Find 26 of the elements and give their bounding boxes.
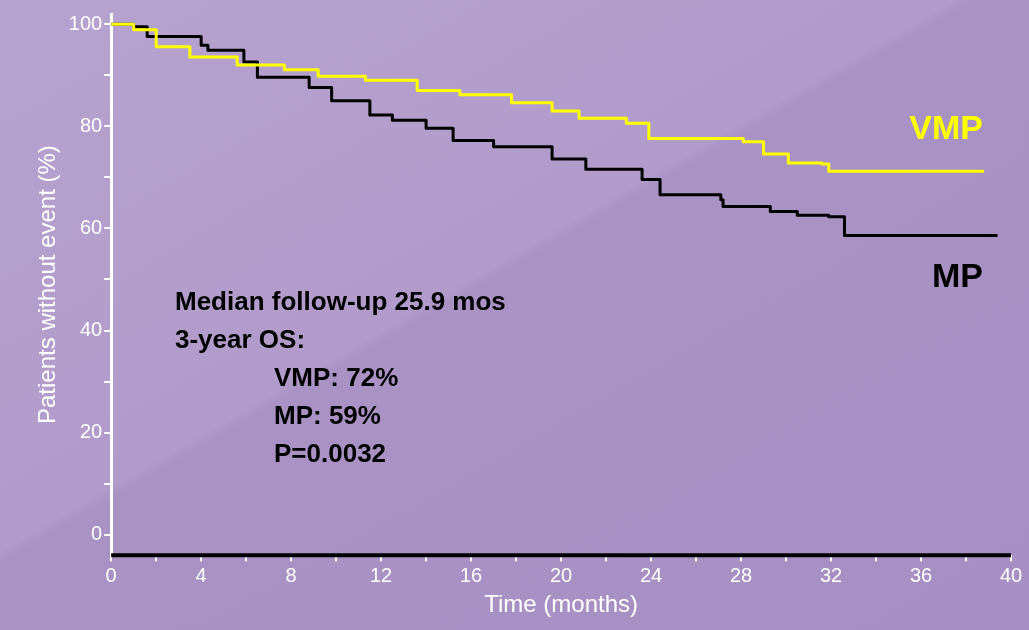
y-tick-label: 80: [79, 113, 103, 136]
y-tick-label: 60: [79, 215, 103, 238]
x-tick-label: 32: [819, 563, 843, 586]
x-tick-label: 20: [549, 563, 573, 586]
y-tick-label: 20: [79, 420, 103, 443]
annotation: 3-year OS:: [175, 323, 307, 356]
y-tick-label: 0: [91, 522, 103, 545]
x-tick-label: 28: [729, 563, 753, 586]
x-tick-label: 8: [285, 563, 297, 586]
x-tick-label: 4: [195, 563, 207, 586]
y-tick-label: 40: [79, 318, 103, 341]
x-tick-label: 24: [639, 563, 663, 586]
x-axis-title: Time (months): [484, 590, 638, 618]
x-tick-label: 12: [369, 563, 393, 586]
x-tick-label: 36: [909, 563, 933, 586]
series-label: MP: [932, 255, 983, 294]
annotation: MP: 59%: [273, 399, 382, 432]
x-tick-label: 16: [459, 563, 483, 586]
annotation: Median follow-up 25.9 mos: [175, 285, 506, 318]
y-axis-title: Patients without event (%): [33, 145, 61, 425]
y-tick-label: 100: [68, 11, 103, 34]
annotation: P=0.0032: [273, 437, 388, 470]
x-tick-label: 40: [999, 563, 1023, 586]
annotation: VMP: 72%: [273, 361, 400, 394]
series-label: VMP: [909, 107, 983, 146]
x-tick-label: 0: [105, 563, 117, 586]
